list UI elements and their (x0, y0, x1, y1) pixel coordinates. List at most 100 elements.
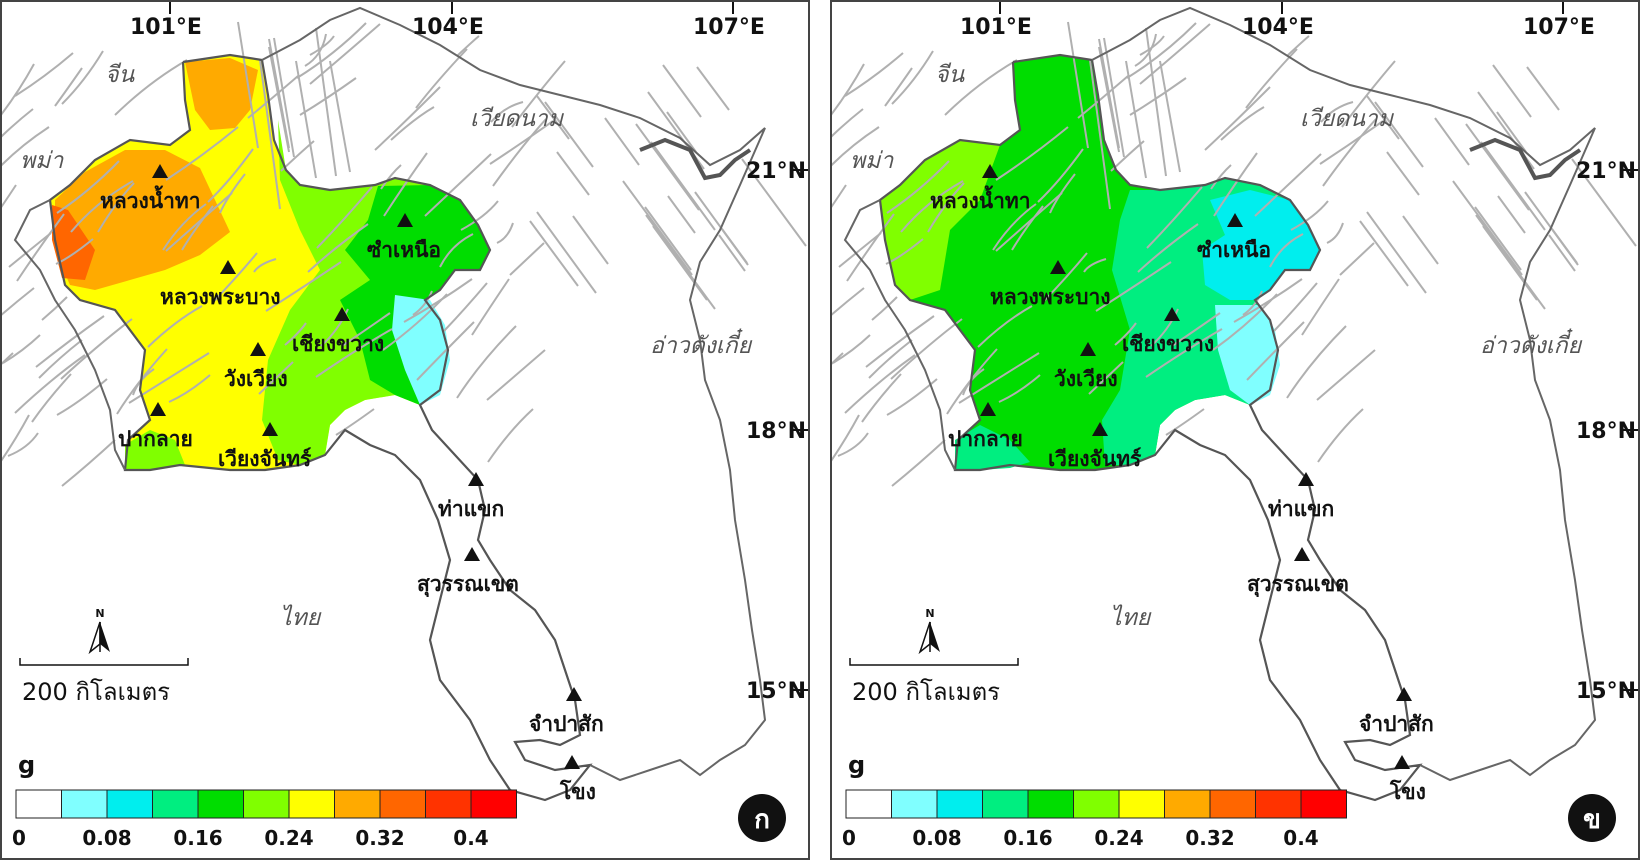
country-label: ไทย (280, 604, 322, 631)
laos-border (48, 53, 593, 802)
laos-border (878, 53, 1423, 802)
city-label: ซำเหนือ (1197, 238, 1271, 262)
city-marker (980, 402, 996, 416)
panel-badge (1568, 794, 1616, 842)
legend-tick: 0.08 (82, 826, 131, 850)
city-marker (1294, 547, 1310, 561)
panel-badge (738, 794, 786, 842)
legend-swatch (470, 789, 517, 819)
longitude-label: 101°E (960, 15, 1032, 40)
hazard-zone (392, 295, 450, 405)
legend-swatch (334, 789, 381, 819)
longitude-label: 107°E (693, 15, 765, 40)
legend-swatch (1073, 789, 1120, 819)
city-marker (262, 422, 278, 436)
legend-swatch (982, 789, 1029, 819)
legend-tick: 0.32 (1185, 826, 1234, 850)
legend-swatch (425, 789, 472, 819)
legend-tick: 0.24 (1094, 826, 1143, 850)
legend: g 0 0.08 0.16 0.24 0.32 0.4 (12, 751, 517, 850)
panel-frame (0, 0, 810, 860)
hazard-zone (125, 430, 185, 470)
legend-swatch (1118, 789, 1165, 819)
legend-tick: 0.24 (264, 826, 313, 850)
legend-swatch (936, 789, 983, 819)
legend-swatch (61, 789, 108, 819)
city-label: เชียงขวาง (292, 332, 384, 356)
hazard-zone (340, 185, 490, 405)
legend-unit: g (848, 751, 865, 779)
north-label: N (925, 607, 934, 620)
city-label: จำปาสัก (1359, 712, 1434, 736)
city-marker (982, 164, 998, 178)
country-label: จีน (935, 62, 965, 88)
hazard-zone (55, 150, 230, 290)
hazard-zone (880, 140, 1000, 300)
latitude-label: 21°N (746, 159, 806, 184)
city-label: โขง (559, 779, 596, 804)
city-label: โขง (1389, 779, 1426, 804)
longitude-label: 104°E (1242, 15, 1314, 40)
city-marker (250, 342, 266, 356)
legend-tick: 0.16 (1003, 826, 1052, 850)
legend-swatch (15, 789, 62, 819)
legend-tick: 0.32 (355, 826, 404, 850)
legend-swatch (891, 789, 938, 819)
legend-tick: 0.4 (1283, 826, 1318, 850)
legend-tick: 0.4 (453, 826, 488, 850)
legend-swatch (845, 789, 892, 819)
legend-unit: g (18, 751, 35, 779)
city-label: ปากลาย (118, 427, 193, 451)
legend-swatch (106, 789, 153, 819)
scale-bar: 200 กิโลเมตร (19, 658, 189, 706)
north-label: N (95, 607, 104, 620)
vietnam-border (261, 6, 767, 782)
country-label: พม่า (850, 148, 894, 174)
city-label: หลวงน้ำทา (100, 185, 201, 213)
fault-lines (832, 21, 1637, 487)
legend: g 0 0.08 0.16 0.24 0.32 0.4 (842, 751, 1347, 850)
city-label: หลวงน้ำทา (930, 185, 1031, 213)
city-marker (397, 213, 413, 227)
latitude-label: 15°N (1576, 679, 1636, 704)
scale-bar: 200 กิโลเมตร (849, 658, 1019, 706)
map-panel-1: 101°E 104°E 107°E 21°N 18°N 15°N จีนพม่า เวียดน… (0, 0, 810, 860)
hazard-zones (50, 55, 490, 470)
city-label: ท่าแขก (438, 497, 504, 521)
country-label: อ่าวตังเกี๋ย (650, 328, 753, 359)
map-panel-2: 101°E 104°E 107°E 21°N 18°N 15°N จีนพม่า เวียดน… (830, 0, 1640, 860)
latitude-label: 21°N (1576, 159, 1636, 184)
latitude-label: 15°N (746, 679, 806, 704)
scale-label: 200 กิโลเมตร (852, 678, 1000, 706)
legend-swatch (1300, 789, 1347, 819)
scale-label: 200 กิโลเมตร (22, 678, 170, 706)
coast (1469, 137, 1582, 181)
city-label: ซำเหนือ (367, 238, 441, 262)
city-label: ปากลาย (948, 427, 1023, 451)
panel-badge-label: ข (1583, 805, 1601, 835)
city-marker (468, 472, 484, 486)
myanmar-border (843, 199, 956, 471)
city-marker (1227, 213, 1243, 227)
city-marker (566, 687, 582, 701)
country-label: เวียดนาม (470, 106, 565, 132)
myanmar-border (13, 199, 126, 471)
vietnam-border (1091, 6, 1597, 782)
country-label: จีน (105, 62, 135, 88)
north-arrow: N (88, 607, 110, 655)
latitude-label: 18°N (1576, 419, 1636, 444)
panel-frame (830, 0, 1640, 860)
city-marker (1298, 472, 1314, 486)
city-marker (1092, 422, 1108, 436)
city-marker (1080, 342, 1096, 356)
city-label: เวียงจันทร์ (218, 447, 312, 471)
hazard-zone (1215, 305, 1280, 405)
legend-swatch (1255, 789, 1302, 819)
country-label: อ่าวตังเกี๋ย (1480, 328, 1583, 359)
longitude-label: 104°E (412, 15, 484, 40)
legend-swatch (288, 789, 335, 819)
country-label: เวียดนาม (1300, 106, 1395, 132)
city-marker (564, 755, 580, 769)
longitude-label: 107°E (1523, 15, 1595, 40)
